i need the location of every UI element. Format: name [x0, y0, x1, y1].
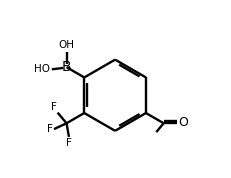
Text: F: F: [47, 124, 53, 134]
Text: HO: HO: [34, 64, 50, 74]
Text: B: B: [61, 60, 71, 74]
Text: O: O: [178, 116, 188, 129]
Text: OH: OH: [58, 40, 74, 51]
Text: F: F: [51, 102, 57, 112]
Text: F: F: [66, 138, 72, 148]
